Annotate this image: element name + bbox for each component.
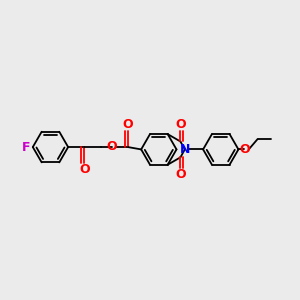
Text: O: O xyxy=(123,118,133,131)
Text: O: O xyxy=(79,163,90,176)
Text: O: O xyxy=(175,118,186,131)
Text: F: F xyxy=(22,141,31,154)
Text: O: O xyxy=(106,140,117,153)
Text: O: O xyxy=(240,143,250,156)
Text: N: N xyxy=(180,143,190,156)
Text: O: O xyxy=(175,168,186,181)
